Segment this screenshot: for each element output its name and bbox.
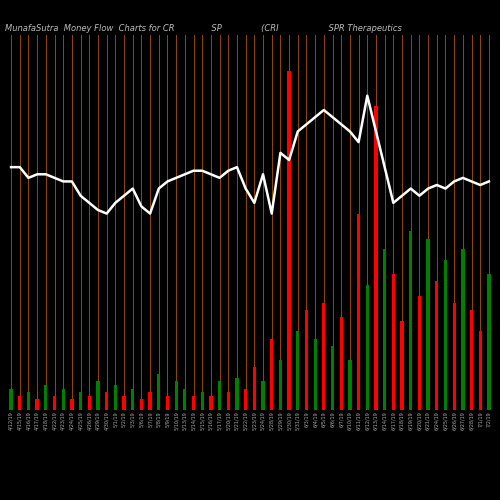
Bar <box>418 296 421 410</box>
Bar <box>461 250 464 410</box>
Bar <box>488 274 490 410</box>
Bar <box>236 378 238 410</box>
Bar <box>88 396 91 410</box>
Bar <box>10 388 12 410</box>
Bar <box>400 320 404 410</box>
Bar <box>322 303 326 410</box>
Bar <box>279 360 282 410</box>
Bar <box>435 282 438 410</box>
Bar <box>383 250 386 410</box>
Bar <box>210 396 212 410</box>
Bar <box>79 392 82 410</box>
Bar <box>366 285 369 410</box>
Text: MunafaSutra  Money Flow  Charts for CR              SP               (CRI       : MunafaSutra Money Flow Charts for CR SP … <box>5 24 402 33</box>
Bar <box>70 400 73 410</box>
Bar <box>470 310 473 410</box>
Bar <box>426 238 430 410</box>
Bar <box>27 392 30 410</box>
Bar <box>44 385 48 410</box>
Bar <box>200 392 204 410</box>
Bar <box>226 392 230 410</box>
Bar <box>114 385 117 410</box>
Bar <box>183 388 186 410</box>
Bar <box>478 332 482 410</box>
Bar <box>157 374 160 410</box>
Bar <box>340 317 343 410</box>
Bar <box>331 346 334 410</box>
Bar <box>357 214 360 410</box>
Bar <box>270 338 274 410</box>
Bar <box>392 274 395 410</box>
Bar <box>314 338 317 410</box>
Bar <box>131 388 134 410</box>
Bar <box>105 392 108 410</box>
Bar <box>192 396 195 410</box>
Bar <box>18 396 22 410</box>
Bar <box>140 400 143 410</box>
Bar <box>252 367 256 410</box>
Bar <box>53 396 56 410</box>
Bar <box>36 400 39 410</box>
Bar <box>218 382 221 410</box>
Bar <box>288 70 290 410</box>
Bar <box>166 396 169 410</box>
Bar <box>148 392 152 410</box>
Bar <box>244 388 248 410</box>
Bar <box>444 260 447 410</box>
Bar <box>62 388 65 410</box>
Bar <box>262 382 264 410</box>
Bar <box>305 310 308 410</box>
Bar <box>452 303 456 410</box>
Bar <box>348 360 352 410</box>
Bar <box>374 106 378 410</box>
Bar <box>122 396 126 410</box>
Bar <box>174 382 178 410</box>
Bar <box>409 232 412 410</box>
Bar <box>296 332 300 410</box>
Bar <box>96 382 100 410</box>
